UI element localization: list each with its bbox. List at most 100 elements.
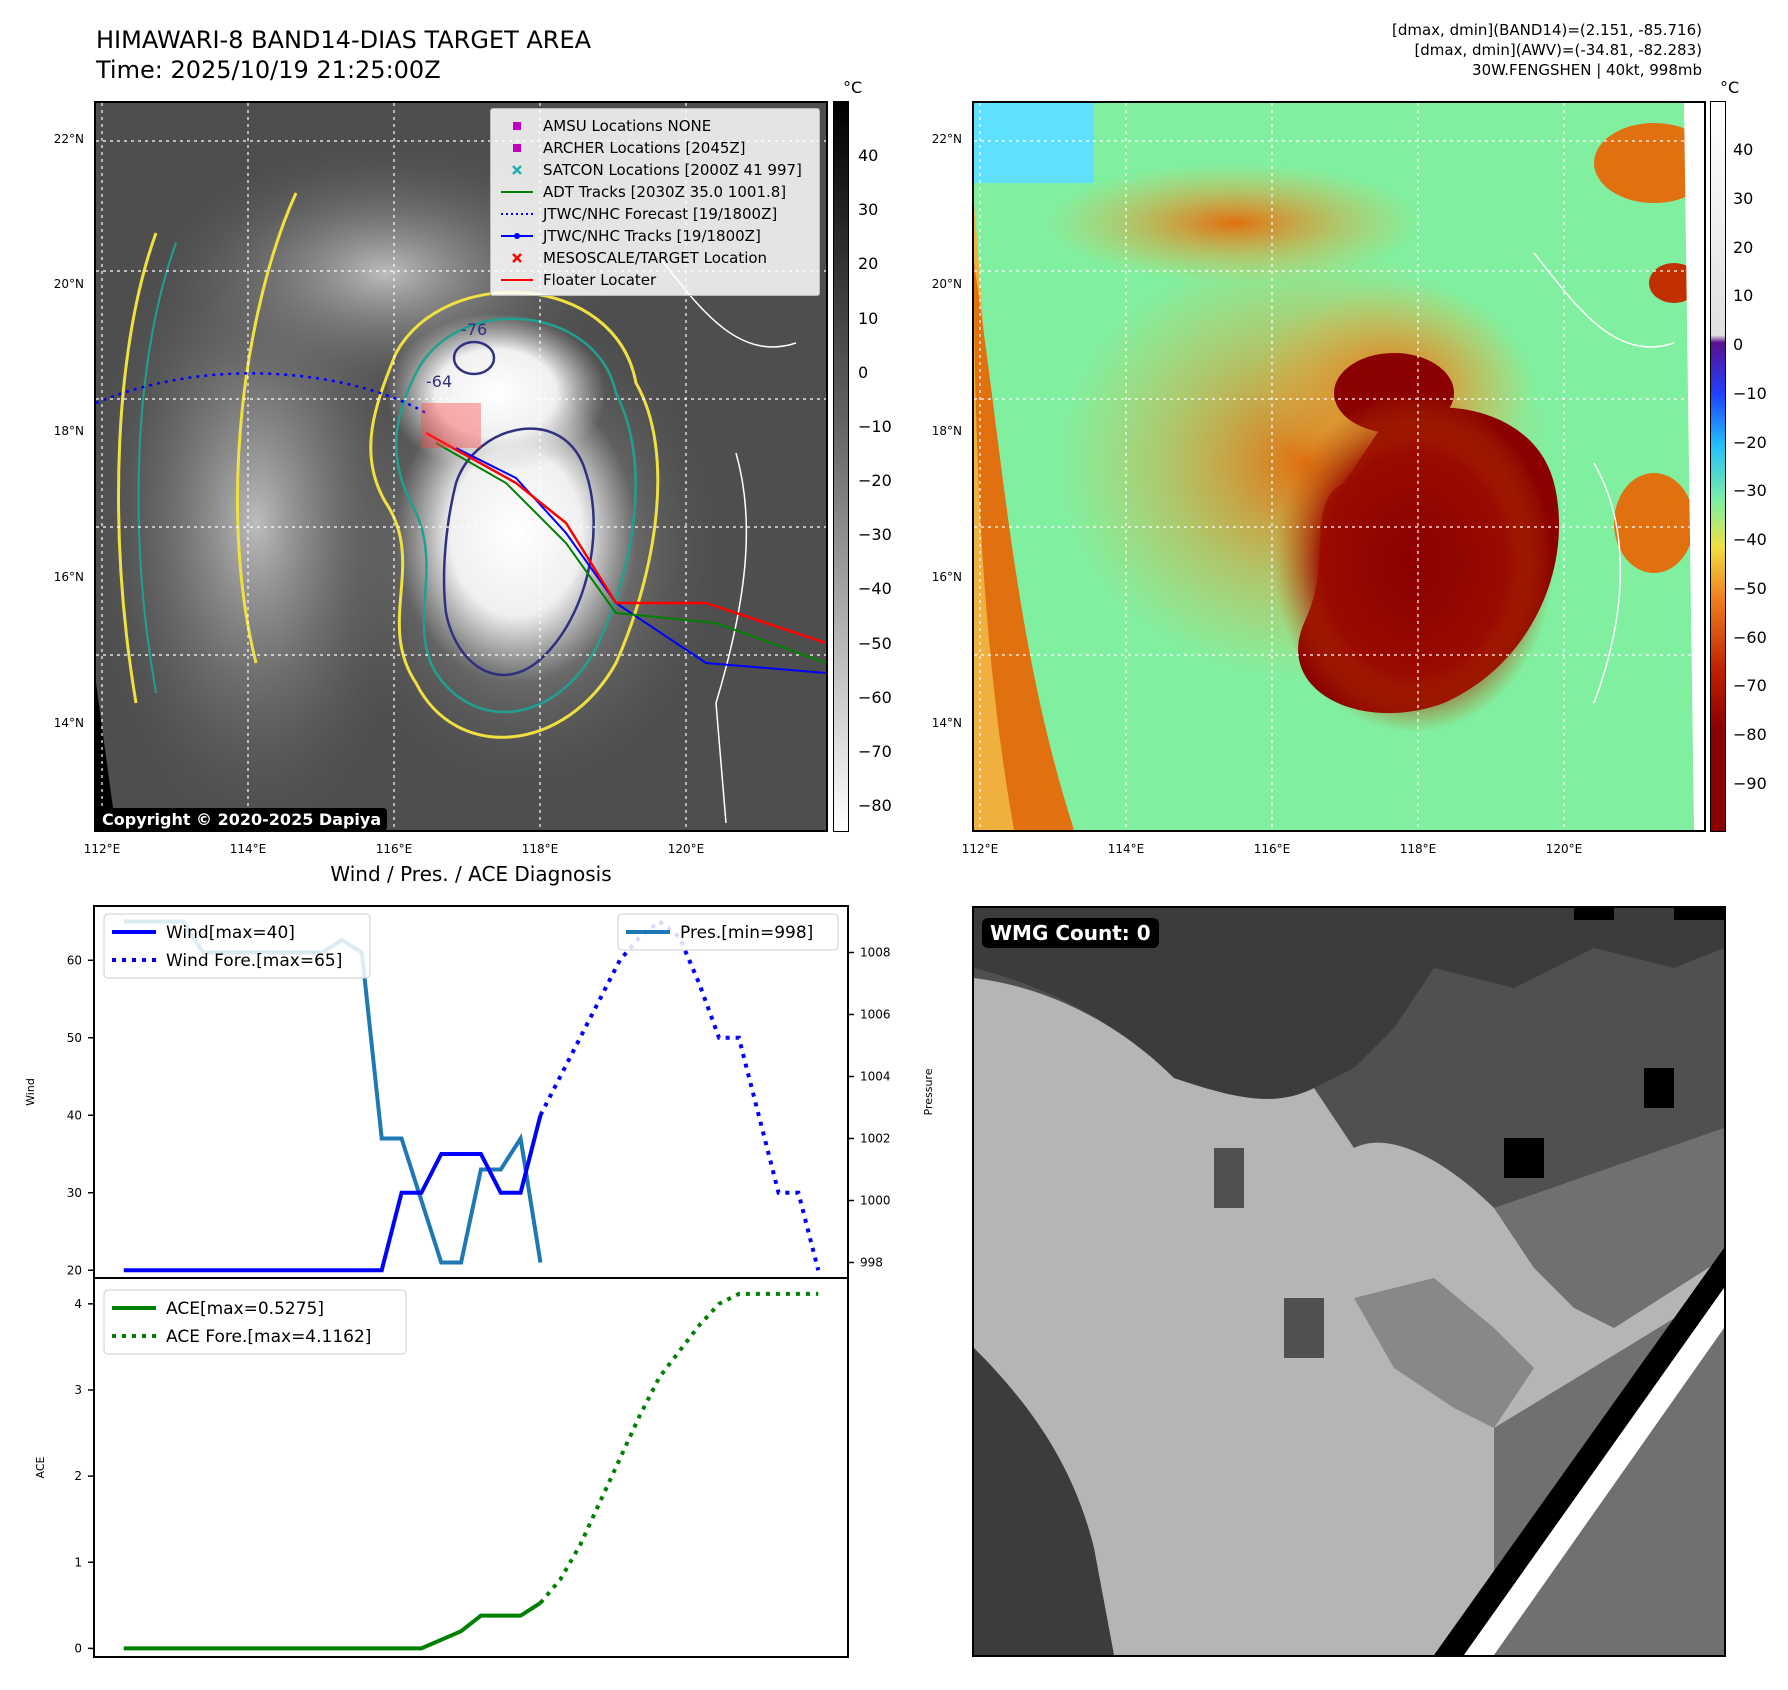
ir-map-legend: AMSU Locations NONE ARCHER Locations [204… [490,108,820,296]
colorbar-tick-label: 30 [1733,188,1754,208]
colorbar-tick-label: −10 [858,416,892,436]
colorbar-tick-label: 40 [858,146,879,165]
colorbar-tick-label: 10 [1733,286,1754,306]
color-map-image [974,103,1704,830]
mesoscale-target-box [421,403,481,448]
wmg-image [974,908,1724,1655]
legend-symbol [499,252,535,264]
legend-label: JTWC/NHC Tracks [19/1800Z] [543,227,761,245]
colorbar-tick-label: 10 [858,308,879,328]
colorbar-tick-label: 0 [1733,335,1744,355]
wind-tick-label: 50 [67,1031,82,1045]
info-line-3: 30W.FENGSHEN | 40kt, 998mb [1472,61,1702,79]
legend-label: JTWC/NHC Forecast [19/1800Z] [543,205,778,223]
legend-label: ARCHER Locations [2045Z] [543,139,746,157]
wind-line [123,1114,543,1273]
colorbar-tick-label: −20 [858,471,892,490]
colorbar-tick-label: −70 [858,741,892,761]
colorbar-tick-label: −60 [858,687,892,707]
color-colorbar [1710,101,1726,832]
info-line-1: [dmax, dmin](BAND14)=(2.151, -85.716) [1391,21,1702,39]
colorbar-tick-label: −30 [1733,481,1767,501]
colorbar-tick-label: 20 [1733,237,1754,257]
legend-item: ARCHER Locations [2045Z] [499,137,811,159]
lon-label: 112°E [961,842,999,856]
legend-label: ADT Tracks [2030Z 35.0 1001.8] [543,183,787,201]
floater-locater-line [425,431,826,645]
ace-tick-label: 3 [74,1383,82,1397]
contour-label-76: -76 [461,320,487,339]
info-line-2: [dmax, dmin](AWV)=(-34.81, -82.283) [1414,41,1702,59]
colorbar-tick-label: −80 [858,796,892,815]
legend-symbol [499,142,535,154]
lat-label: 20°N [931,277,962,291]
legend-symbol [499,208,535,220]
pressure-tick-label: 1006 [860,1008,891,1022]
legend-label: SATCON Locations [2000Z 41 997] [543,161,802,179]
lon-label: 118°E [521,842,559,856]
wind-tick-label: 30 [67,1186,82,1200]
legend-item: AMSU Locations NONE [499,115,811,137]
legend-label: MESOSCALE/TARGET Location [543,249,768,267]
colorbar-tick-label: 30 [858,200,879,220]
legend-item: Floater Locater [499,269,811,291]
pressure-legend [617,913,839,951]
wind-tick-label: 20 [67,1263,82,1277]
pressure-tick-label: 1008 [860,946,891,960]
lon-label: 114°E [229,842,267,856]
lon-label: 118°E [1399,842,1437,856]
legend-label: Wind Fore.[max=65] [166,951,342,971]
figure-title: HIMAWARI-8 BAND14-DIAS TARGET AREA [96,26,592,54]
wind-tick-label: 60 [67,953,82,967]
colorbar-tick-label: 40 [1733,140,1754,159]
jtwc-track-line [455,447,826,674]
color-map-panel [972,101,1706,832]
wmg-count-label: WMG Count: 0 [982,918,1159,948]
lon-label: 120°E [667,842,705,856]
lon-label: 112°E [83,842,121,856]
wind-legend [103,913,371,979]
lon-label: 116°E [1253,842,1291,856]
wind-tick-label: 40 [67,1108,82,1122]
colorbar-tick-label: −50 [858,633,892,653]
legend-label: Pres.[min=998] [680,923,813,943]
lat-label: 14°N [931,716,962,730]
wind-axis-label: Wind [24,1078,37,1106]
colorbar-tick-label: −90 [1733,774,1767,793]
colorbar-tick-label: 20 [858,254,879,274]
legend-label: ACE[max=0.5275] [166,1299,324,1319]
ace-tick-label: 1 [74,1555,82,1569]
ace-tick-label: 4 [74,1297,82,1311]
colorbar-tick-label: −80 [1733,725,1767,745]
colorbar-tick-label: −10 [1733,383,1767,403]
ace-tick-label: 0 [74,1641,82,1655]
colorbar-tick-label: −50 [1733,578,1767,598]
lat-label: 16°N [53,570,84,584]
legend-symbol [499,186,535,198]
colorbar-tick-label: −30 [858,525,892,545]
legend-item: ADT Tracks [2030Z 35.0 1001.8] [499,181,811,203]
pressure-tick-label: 1002 [860,1132,891,1146]
jtwc-forecast-line [96,372,427,415]
lat-label: 14°N [53,716,84,730]
legend-symbol [499,120,535,132]
legend-label: Floater Locater [543,271,657,289]
lat-label: 20°N [53,277,84,291]
diagnosis-title: Wind / Pres. / ACE Diagnosis [330,862,612,886]
ir-colorbar-unit: °C [843,78,863,97]
lat-label: 16°N [931,570,962,584]
legend-item: SATCON Locations [2000Z 41 997] [499,159,811,181]
lat-label: 22°N [53,132,84,146]
colorbar-tick-label: −20 [1733,432,1767,452]
contour-label-64: -64 [426,372,452,391]
lon-label: 114°E [1107,842,1145,856]
colorbar-tick-label: 0 [858,362,869,382]
ace-line [123,1601,542,1651]
pressure-axis-label: Pressure [922,1068,935,1115]
wind-forecast-line [538,918,821,1271]
colorbar-tick-label: −40 [858,579,892,599]
pressure-tick-label: 998 [860,1256,883,1270]
adt-track-line [435,442,826,664]
pressure-tick-label: 1004 [860,1070,891,1084]
legend-label: Wind[max=40] [166,923,295,943]
